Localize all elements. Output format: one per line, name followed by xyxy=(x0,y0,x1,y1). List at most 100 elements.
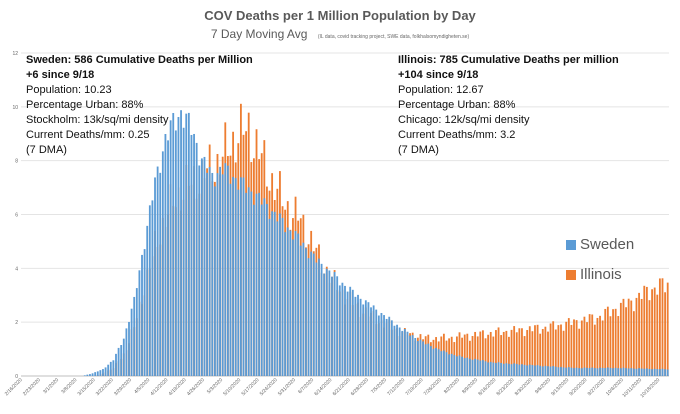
bar-sweden xyxy=(135,288,138,376)
illinois-annotation-sub: +104 since 9/18 xyxy=(398,69,479,81)
bar-sweden xyxy=(539,365,542,376)
bar-sweden xyxy=(482,360,484,376)
bar-sweden xyxy=(133,296,136,376)
bar-illinois xyxy=(552,321,555,376)
bar-illinois xyxy=(500,335,503,376)
bar-sweden xyxy=(666,369,669,376)
bar-sweden xyxy=(463,358,466,376)
bar-sweden xyxy=(638,368,640,376)
bar-illinois xyxy=(521,328,523,376)
bar-sweden xyxy=(239,177,242,376)
bar-illinois xyxy=(539,333,542,376)
bar-sweden xyxy=(515,363,518,376)
bar-illinois xyxy=(617,316,620,376)
bar-illinois xyxy=(523,336,526,376)
sweden-annotation-head: Sweden: 586 Cumulative Deaths per Millio… xyxy=(26,54,253,66)
bar-sweden xyxy=(458,355,461,376)
bar-sweden xyxy=(469,358,471,376)
bar-sweden xyxy=(466,357,469,376)
bar-illinois xyxy=(586,322,588,376)
bar-sweden xyxy=(643,368,646,376)
x-tick-label: 6/21/2020 xyxy=(332,377,352,397)
bar-sweden xyxy=(320,263,323,376)
source-note: (IL data, covid tracking project, SWE da… xyxy=(317,34,470,40)
legend-label-illinois: Illinois xyxy=(580,266,622,283)
bar-sweden xyxy=(307,258,310,376)
bar-illinois xyxy=(640,298,643,376)
bar-illinois xyxy=(492,336,495,376)
x-tick-label: 2/23/2020 xyxy=(22,377,42,397)
bar-sweden xyxy=(653,368,656,376)
bar-sweden xyxy=(648,368,651,376)
bar-sweden xyxy=(338,285,341,376)
bar-illinois xyxy=(484,338,487,376)
bar-illinois xyxy=(536,324,539,376)
x-tick-label: 4/12/2020 xyxy=(149,377,169,397)
bar-sweden xyxy=(96,371,99,376)
bar-sweden xyxy=(344,285,346,376)
bar-illinois xyxy=(560,324,562,376)
x-tick-label: 10/18/2020 xyxy=(639,377,661,399)
bar-illinois xyxy=(622,298,625,376)
x-tick-label: 9/20/2020 xyxy=(568,377,588,397)
bar-illinois xyxy=(547,331,549,376)
bar-illinois xyxy=(664,292,667,376)
bar-sweden xyxy=(104,367,107,376)
bar-sweden xyxy=(437,349,440,376)
bar-sweden xyxy=(414,337,417,376)
bar-illinois xyxy=(476,336,479,376)
bar-sweden xyxy=(318,258,320,376)
bar-sweden xyxy=(260,204,263,376)
bar-illinois xyxy=(554,329,557,376)
bar-sweden xyxy=(151,200,154,376)
bar-sweden xyxy=(596,368,599,376)
bar-sweden xyxy=(125,328,128,376)
bar-sweden xyxy=(229,183,232,376)
bar-sweden xyxy=(500,362,503,376)
bar-sweden xyxy=(393,325,396,376)
y-tick-label: 10 xyxy=(12,105,18,111)
bar-sweden xyxy=(419,339,422,376)
bar-sweden xyxy=(510,364,513,376)
bar-sweden xyxy=(120,345,123,376)
bar-sweden xyxy=(396,324,398,376)
bar-illinois xyxy=(466,333,469,376)
bar-sweden xyxy=(169,120,172,376)
bar-illinois xyxy=(518,328,521,376)
bar-sweden xyxy=(534,365,536,376)
bar-illinois xyxy=(487,334,490,376)
bar-sweden xyxy=(508,363,510,376)
bar-sweden xyxy=(401,330,404,376)
bar-sweden xyxy=(263,198,266,376)
bar-sweden xyxy=(89,374,91,376)
bar-sweden xyxy=(117,347,120,376)
illinois-annotation-line: (7 DMA) xyxy=(398,144,439,156)
bar-sweden xyxy=(198,165,201,376)
illinois-annotation: Illinois: 785 Cumulative Deaths per mill… xyxy=(398,53,619,158)
bar-sweden xyxy=(565,367,568,376)
bar-sweden xyxy=(427,343,430,376)
bar-sweden xyxy=(289,230,292,376)
bar-sweden xyxy=(351,289,354,376)
bar-sweden xyxy=(549,366,552,376)
bar-sweden xyxy=(180,110,182,376)
bar-illinois xyxy=(630,300,633,376)
bar-sweden xyxy=(312,253,315,376)
bar-sweden xyxy=(122,338,125,376)
bar-illinois xyxy=(658,278,661,376)
bar-sweden xyxy=(557,367,560,376)
bar-sweden xyxy=(143,249,146,376)
bar-sweden xyxy=(562,367,565,376)
bar-sweden xyxy=(221,174,224,376)
bar-sweden xyxy=(547,366,549,376)
bar-sweden xyxy=(219,166,221,376)
bar-sweden xyxy=(323,273,326,376)
bar-sweden xyxy=(619,368,622,376)
bar-sweden xyxy=(383,315,385,376)
chart-title: COV Deaths per 1 Million Population by D… xyxy=(204,8,476,23)
bar-illinois xyxy=(638,292,640,376)
bar-sweden xyxy=(645,368,648,376)
bar-illinois xyxy=(497,327,500,376)
chart-subtitle: 7 Day Moving Avg xyxy=(210,27,308,41)
sweden-annotation-line: Stockholm: 13k/sq/mi density xyxy=(26,114,169,126)
